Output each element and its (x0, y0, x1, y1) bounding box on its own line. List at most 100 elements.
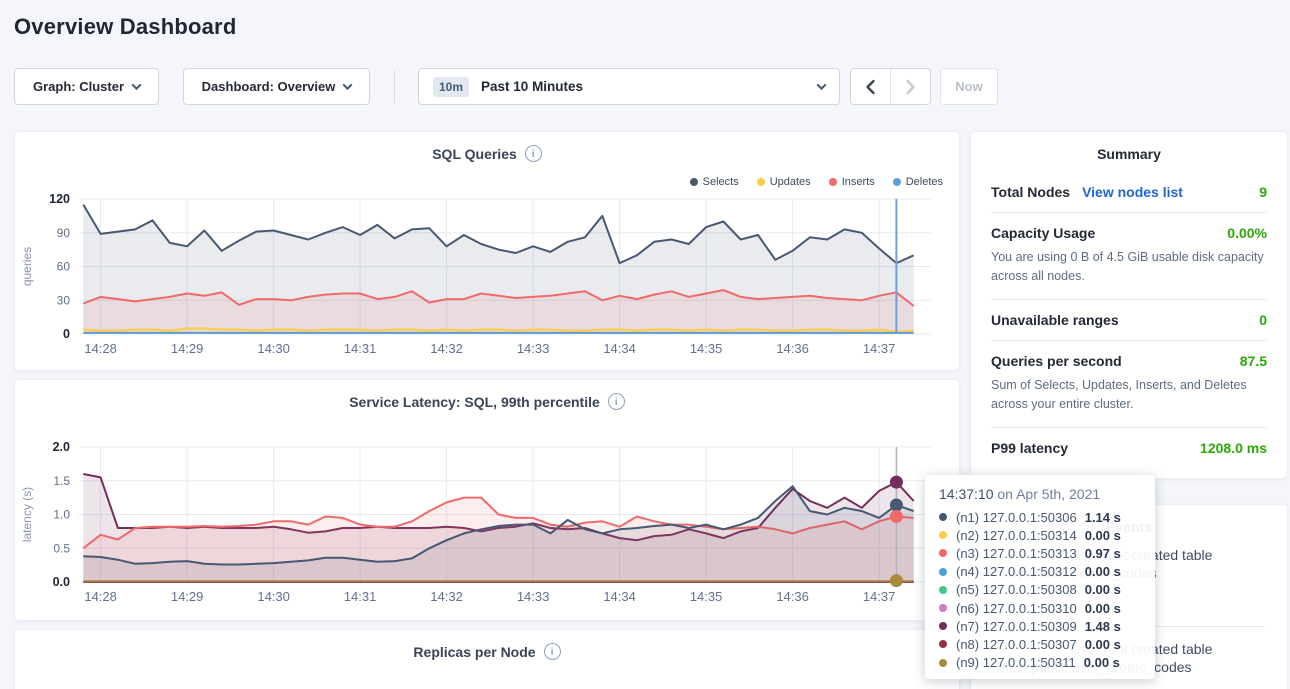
legend-dot (893, 178, 901, 186)
tooltip-rows: (n1) 127.0.0.1:50306 1.14 s(n2) 127.0.0.1… (939, 508, 1141, 672)
chevron-down-icon (343, 80, 353, 90)
legend-item-deletes[interactable]: Deletes (893, 176, 943, 188)
node-address: (n3) 127.0.0.1:50313 (956, 546, 1077, 561)
summary-row-label: Queries per second (991, 353, 1122, 369)
summary-row-subtext: You are using 0 B of 4.5 GiB usable disk… (991, 248, 1267, 287)
node-color-dot (939, 659, 947, 667)
chart-hover-tooltip: 14:37:10 on Apr 5th, 2021 (n1) 127.0.0.1… (925, 475, 1155, 679)
legend-dot (690, 178, 698, 186)
node-address: (n5) 127.0.0.1:50308 (956, 582, 1077, 597)
node-latency-value: 0.00 s (1085, 601, 1121, 616)
tooltip-node-row: (n2) 127.0.0.1:503140.00 s (939, 526, 1141, 544)
x-tick-label: 14:31 (344, 341, 377, 356)
service-latency-chart[interactable]: 0.00.51.01.52.014:2814:2914:3014:3114:32… (15, 440, 961, 608)
summary-card: Summary Total NodesView nodes list9Capac… (970, 131, 1288, 479)
tooltip-node-row: (n5) 127.0.0.1:50308 0.00 s (939, 581, 1141, 599)
y-tick-label: 0 (63, 327, 70, 341)
summary-row-value: 1208.0 ms (1200, 440, 1267, 456)
summary-row-value: 0 (1259, 312, 1267, 328)
summary-row: Unavailable ranges 0 (991, 299, 1267, 340)
toolbar-divider (394, 70, 395, 103)
legend-label: Inserts (842, 176, 875, 188)
tooltip-node-row: (n3) 127.0.0.1:50313 0.97 s (939, 544, 1141, 562)
node-color-dot (939, 568, 947, 576)
x-tick-label: 14:32 (430, 341, 463, 356)
y-tick-label: 90 (57, 226, 71, 240)
now-button[interactable]: Now (940, 68, 998, 105)
x-tick-label: 14:31 (344, 589, 377, 604)
summary-row-value: 9 (1259, 184, 1267, 200)
summary-row-subtext: Sum of Selects, Updates, Inserts, and De… (991, 376, 1267, 415)
chevron-down-icon (132, 80, 142, 90)
node-latency-value: 0.00 s (1085, 564, 1121, 579)
hover-dot (890, 510, 903, 523)
y-axis-unit-label: queries (20, 247, 34, 286)
view-nodes-list-link[interactable]: View nodes list (1082, 184, 1183, 200)
sql-queries-legend: Selects Updates Inserts Deletes (690, 176, 943, 188)
y-tick-label: 0.5 (53, 541, 70, 555)
node-color-dot (939, 604, 947, 612)
tooltip-node-row: (n8) 127.0.0.1:503070.00 s (939, 635, 1141, 653)
legend-label: Selects (703, 176, 739, 188)
chart-title-sql-queries: SQL Queries (432, 146, 517, 162)
legend-item-selects[interactable]: Selects (690, 176, 739, 188)
time-range-badge: 10m (433, 77, 469, 97)
node-color-dot (939, 640, 947, 648)
time-range-label: Past 10 Minutes (481, 79, 583, 94)
chart-title-service-latency: Service Latency: SQL, 99th percentile (349, 394, 600, 410)
info-icon[interactable]: i (525, 145, 542, 162)
graph-dropdown[interactable]: Graph: Cluster (14, 68, 159, 105)
x-tick-label: 14:34 (603, 589, 636, 604)
x-tick-label: 14:37 (863, 341, 896, 356)
overview-dashboard-page: Overview Dashboard Graph: Cluster Dashbo… (0, 0, 1290, 689)
x-tick-label: 14:36 (776, 341, 809, 356)
summary-row: P99 latency 1208.0 ms (991, 427, 1267, 468)
y-axis-unit-label: latency (s) (20, 487, 34, 542)
time-range-selector[interactable]: 10m Past 10 Minutes (418, 68, 840, 105)
node-address: (n6) 127.0.0.1:50310 (956, 601, 1077, 616)
x-tick-label: 14:32 (430, 589, 463, 604)
hover-dot (890, 476, 903, 489)
legend-label: Updates (770, 176, 811, 188)
node-address: (n8) 127.0.0.1:50307 (956, 637, 1077, 652)
info-icon[interactable]: i (608, 393, 625, 410)
summary-row: Queries per second87.5Sum of Selects, Up… (991, 340, 1267, 427)
summary-row: Total NodesView nodes list9 (991, 172, 1267, 212)
graph-dropdown-label: Graph: Cluster (33, 79, 124, 94)
legend-item-inserts[interactable]: Inserts (829, 176, 875, 188)
summary-row-label: Unavailable ranges (991, 312, 1119, 328)
x-tick-label: 14:28 (84, 589, 117, 604)
service-latency-card: Service Latency: SQL, 99th percentile i … (14, 379, 960, 621)
legend-item-updates[interactable]: Updates (757, 176, 811, 188)
y-tick-label: 0.0 (53, 575, 70, 589)
tooltip-node-row: (n4) 127.0.0.1:50312 0.00 s (939, 563, 1141, 581)
tooltip-node-row: (n7) 127.0.0.1:503091.48 s (939, 617, 1141, 635)
info-icon[interactable]: i (544, 643, 561, 660)
node-latency-value: 0.97 s (1085, 546, 1121, 561)
time-step-buttons (850, 68, 931, 105)
hover-dot (890, 499, 903, 512)
node-latency-value: 1.14 s (1085, 510, 1121, 525)
node-color-dot (939, 531, 947, 539)
tooltip-date: on Apr 5th, 2021 (997, 486, 1100, 502)
time-forward-button[interactable] (890, 69, 930, 104)
summary-row-value: 0.00% (1227, 225, 1267, 241)
node-color-dot (939, 586, 947, 594)
sql-queries-chart[interactable]: 030609012014:2814:2914:3014:3114:3214:33… (15, 192, 961, 360)
node-latency-value: 0.00 s (1085, 582, 1121, 597)
tooltip-node-row: (n6) 127.0.0.1:50310 0.00 s (939, 599, 1141, 617)
node-color-dot (939, 513, 947, 521)
time-back-button[interactable] (851, 69, 890, 104)
x-tick-label: 14:33 (517, 341, 550, 356)
node-address: (n4) 127.0.0.1:50312 (956, 564, 1077, 579)
summary-title: Summary (991, 146, 1267, 162)
hover-dot (890, 574, 903, 587)
summary-row-label: P99 latency (991, 440, 1068, 456)
chevron-right-icon (905, 79, 916, 95)
chevron-down-icon (817, 80, 827, 90)
dashboard-dropdown[interactable]: Dashboard: Overview (183, 68, 370, 105)
node-address: (n1) 127.0.0.1:50306 (956, 510, 1077, 525)
y-tick-label: 2.0 (53, 440, 70, 454)
summary-rows: Total NodesView nodes list9Capacity Usag… (991, 172, 1267, 468)
dashboard-dropdown-label: Dashboard: Overview (202, 79, 336, 94)
